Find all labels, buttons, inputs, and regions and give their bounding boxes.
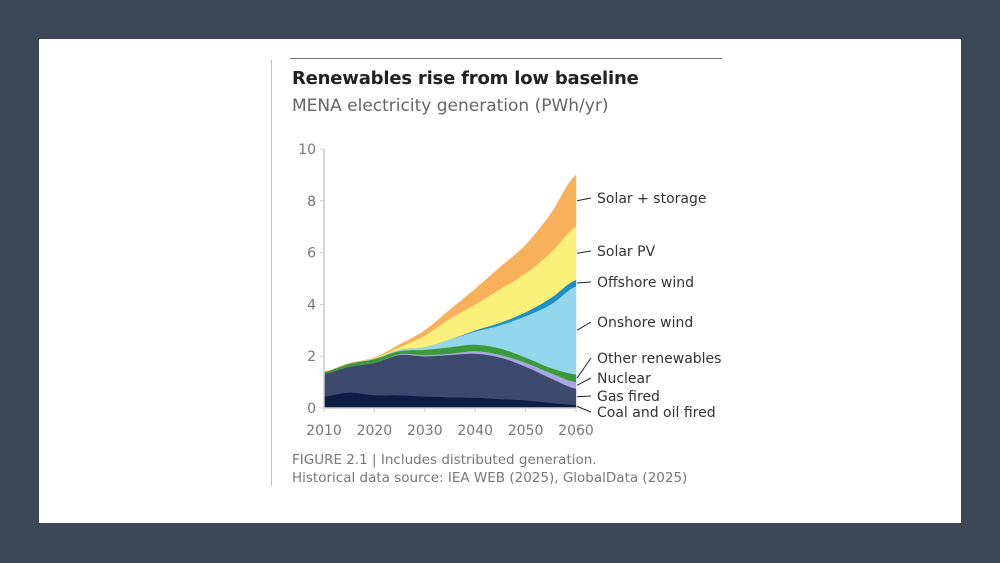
x-tick-label: 2020 <box>357 423 393 439</box>
series-label: Solar + storage <box>597 191 707 207</box>
chart-title: Renewables rise from low baseline <box>292 68 639 89</box>
leader-line <box>576 197 592 202</box>
figure-caption: FIGURE 2.1 | Includes distributed genera… <box>292 451 687 487</box>
leader-line <box>576 377 592 386</box>
leader-line <box>576 357 592 379</box>
y-tick-label: 2 <box>307 349 316 365</box>
leader-line <box>576 405 592 413</box>
x-tick-label: 2060 <box>558 423 594 439</box>
x-tick-label: 2010 <box>306 423 342 439</box>
leader-line <box>576 321 592 331</box>
series-label: Coal and oil fired <box>597 405 716 421</box>
series-label: Solar PV <box>597 244 656 260</box>
y-tick-label: 0 <box>307 401 316 417</box>
x-tick-label: 2050 <box>508 423 544 439</box>
top-rule <box>290 58 722 59</box>
caption-line-2: Historical data source: IEA WEB (2025), … <box>292 470 688 486</box>
series-label: Offshore wind <box>597 275 694 291</box>
y-tick-label: 8 <box>307 194 316 210</box>
leader-line <box>576 281 592 284</box>
y-tick-label: 6 <box>307 246 316 262</box>
area-solar-storage <box>323 174 577 372</box>
x-tick-label: 2030 <box>407 423 443 439</box>
caption-line-1: FIGURE 2.1 | Includes distributed genera… <box>292 452 597 468</box>
series-label: Onshore wind <box>597 315 693 331</box>
series-label: Nuclear <box>597 371 651 387</box>
series-label: Gas fired <box>597 389 660 405</box>
y-tick-label: 4 <box>307 297 316 313</box>
chart-subtitle: MENA electricity generation (PWh/yr) <box>292 96 609 116</box>
series-label: Other renewables <box>597 351 721 367</box>
y-tick-label: 10 <box>298 142 316 158</box>
x-tick-label: 2040 <box>457 423 493 439</box>
leader-line <box>576 395 592 398</box>
left-rule <box>271 60 272 486</box>
leader-line <box>576 250 592 254</box>
